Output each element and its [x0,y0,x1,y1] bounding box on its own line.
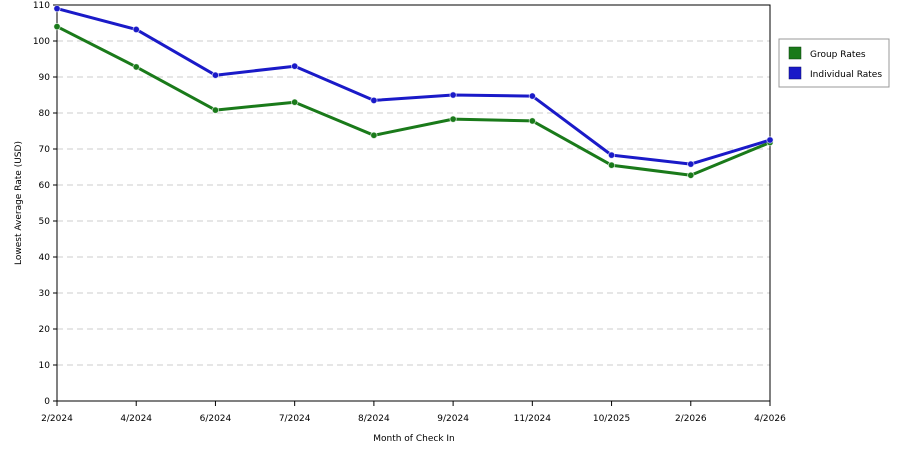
legend-label-group-rates: Group Rates [810,50,866,60]
legend: Group Rates Individual Rates [778,38,890,88]
y-tick-label: 70 [39,145,51,155]
legend-label-individual-rates: Individual Rates [810,70,882,80]
legend-swatch-group-rates [788,46,802,60]
legend-swatch-individual-rates [788,66,802,80]
x-tick-label: 4/2024 [120,414,152,424]
y-tick-label: 50 [39,217,51,227]
x-tick-label: 8/2024 [358,414,390,424]
y-tick-label: 60 [39,181,51,191]
x-tick-label: 6/2024 [200,414,232,424]
y-tick-label: 100 [33,37,50,47]
y-tick-label: 90 [39,73,51,83]
series-lines [53,5,774,179]
data-point-group-rates [607,161,616,169]
data-point-individual-rates [53,5,61,13]
data-point-group-rates [132,63,140,71]
x-tick-label: 2/2026 [675,414,707,424]
y-axis-title: Lowest Average Rate (USD) [14,141,24,265]
data-point-individual-rates [291,62,299,70]
data-point-individual-rates [687,160,695,168]
y-tick-label: 20 [39,325,51,335]
data-point-individual-rates [211,71,220,79]
data-point-group-rates [291,98,299,106]
data-point-individual-rates [370,96,378,105]
x-tick-label: 7/2024 [279,414,311,424]
series-line-group-rates [56,25,771,177]
y-tick-label: 80 [39,109,51,119]
y-tick-label: 10 [39,361,51,371]
data-point-individual-rates [607,151,616,159]
series-line-individual-rates [56,7,771,166]
data-point-individual-rates [449,91,457,99]
data-point-group-rates [449,115,457,123]
data-point-group-rates [528,117,536,125]
x-tick-label: 2/2024 [41,414,73,424]
y-tick-label: 110 [33,1,50,11]
gridlines [57,40,770,366]
data-point-group-rates [53,22,61,31]
data-point-individual-rates [132,25,140,34]
data-point-group-rates [687,171,695,179]
data-point-individual-rates [528,92,536,100]
data-point-group-rates [211,106,220,114]
data-point-individual-rates [766,136,774,144]
x-tick-label: 9/2024 [437,414,469,424]
y-tick-label: 30 [39,289,51,299]
data-point-group-rates [370,131,378,139]
axes: 0 10 20 30 40 50 60 70 80 90 100 110 2/2024 4/2024 6/2… [33,1,786,424]
x-tick-label: 4/2026 [754,414,786,424]
plot-area-frame [56,4,771,402]
x-tick-label: 11/2024 [514,414,552,424]
y-tick-label: 0 [44,397,50,407]
x-tick-label: 10/2025 [593,414,630,424]
x-axis-title: Month of Check In [373,434,455,444]
y-tick-label: 40 [39,253,51,263]
